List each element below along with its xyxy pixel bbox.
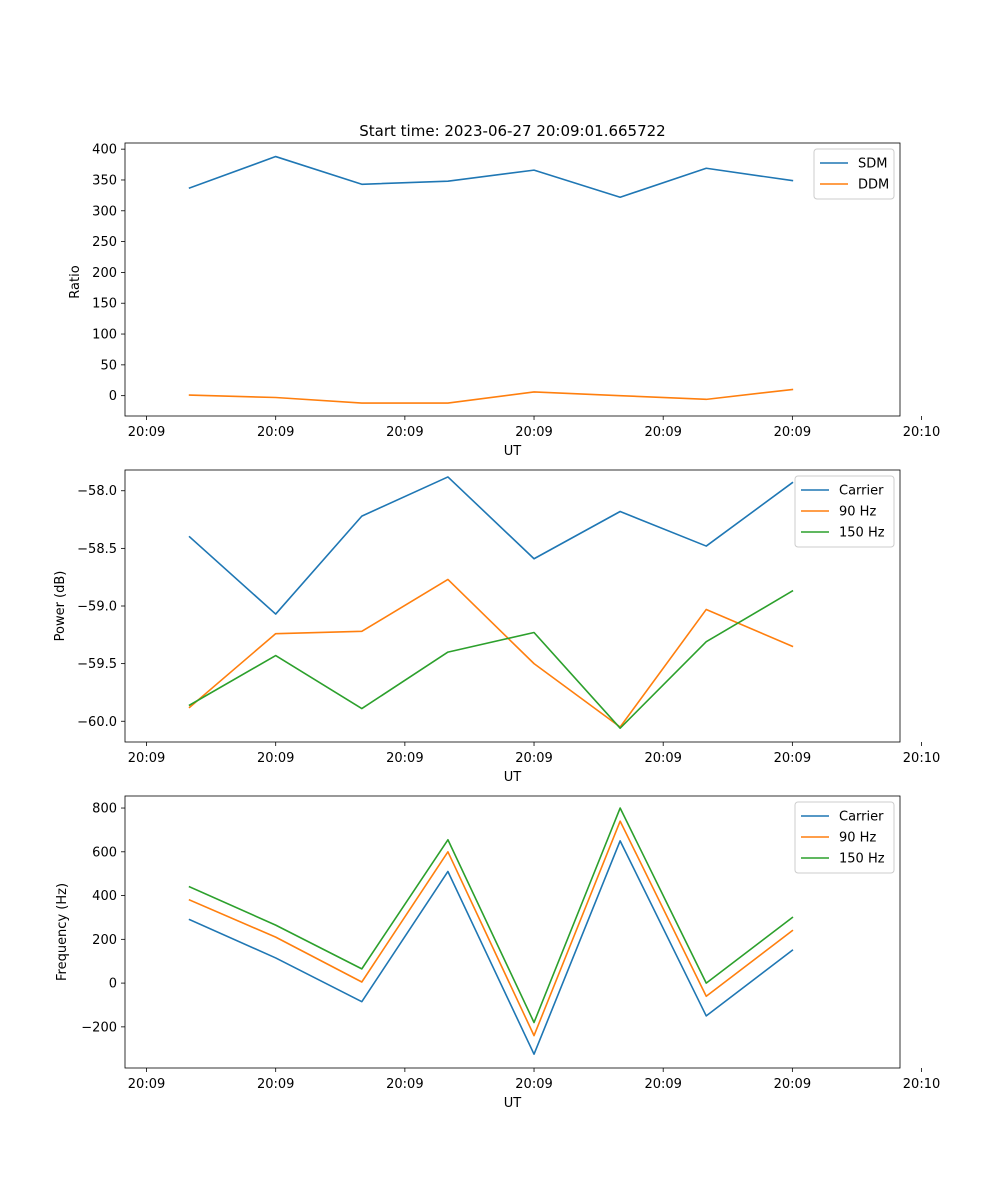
power-x-tick-label: 20:09 [774, 751, 811, 766]
frequency-legend: Carrier 90 Hz 150 Hz [794, 801, 895, 874]
power-y-tick-label: −58.5 [77, 542, 117, 557]
power-x-tick-label: 20:09 [644, 751, 681, 766]
power-y-tick-label: −59.0 [77, 600, 117, 615]
ratio-x-tick-label: 20:09 [386, 425, 423, 440]
ratio-series-sdm-line [188, 155, 794, 199]
power-legend: Carrier 90 Hz 150 Hz [794, 475, 895, 548]
ratio-legend: SDM DDM [813, 148, 895, 200]
power-x-tick-label: 20:09 [386, 751, 423, 766]
frequency-y-tick-label: 400 [92, 889, 117, 904]
power-x-tick-label: 20:09 [128, 751, 165, 766]
frequency-x-tick-label: 20:10 [903, 1077, 940, 1092]
frequency-x-tick-label: 20:09 [128, 1077, 165, 1092]
power-panel: UT Power (dB) 20:09 20:09 20:09 20:09 20:09 2… [53, 469, 940, 785]
ratio-x-tick-label: 20:09 [257, 425, 294, 440]
ratio-x-tick-label: 20:09 [515, 425, 552, 440]
power-legend-label-carrier: Carrier [839, 484, 884, 499]
frequency-y-tick-label: 800 [92, 802, 117, 817]
ratio-legend-box [813, 148, 895, 200]
ratio-y-tick-label: 300 [92, 204, 117, 219]
frequency-series-90-hz-line [188, 820, 794, 1037]
power-x-tick-label: 20:10 [903, 751, 940, 766]
ratio-panel-ylabel: Ratio [68, 265, 83, 298]
ratio-x-tick-label: 20:10 [903, 425, 940, 440]
frequency-panel-xlabel: UT [504, 1096, 522, 1111]
frequency-legend-label-90-hz: 90 Hz [839, 831, 876, 846]
power-panel-xlabel: UT [504, 770, 522, 785]
frequency-y-tick-label: 600 [92, 845, 117, 860]
power-series-carrier-line [188, 476, 794, 615]
power-y-tick-label: −59.5 [77, 657, 117, 672]
frequency-x-tick-label: 20:09 [386, 1077, 423, 1092]
ratio-y-tick-label: 0 [109, 389, 117, 404]
power-series-90-hz-line [188, 578, 794, 728]
power-series-150-hz-line [188, 589, 794, 729]
ratio-x-tick-label: 20:09 [128, 425, 165, 440]
power-y-tick-label: −58.0 [77, 484, 117, 499]
frequency-panel-ylabel: Frequency (Hz) [55, 883, 70, 981]
frequency-x-tick-label: 20:09 [774, 1077, 811, 1092]
ratio-x-tick-label: 20:09 [644, 425, 681, 440]
ratio-y-tick-label: 150 [92, 297, 117, 312]
frequency-axes-frame [124, 795, 901, 1069]
power-legend-box [794, 475, 895, 548]
frequency-x-tick-label: 20:09 [644, 1077, 681, 1092]
ratio-panel: UT Ratio 20:09 20:09 20:09 20:09 20:09 20:09 2… [68, 142, 940, 459]
power-x-tick-label: 20:09 [257, 751, 294, 766]
ratio-y-tick-label: 400 [92, 143, 117, 158]
frequency-y-tick-label: −200 [81, 1020, 117, 1035]
ratio-y-tick-label: 50 [100, 358, 117, 373]
frequency-series-150-hz-line [188, 807, 794, 1024]
ratio-y-tick-label: 200 [92, 266, 117, 281]
ratio-legend-label-ddm: DDM [858, 178, 889, 193]
frequency-x-tick-label: 20:09 [515, 1077, 552, 1092]
power-y-tick-label: −60.0 [77, 715, 117, 730]
power-legend-label-150-hz: 150 Hz [839, 526, 885, 541]
power-legend-label-90-hz: 90 Hz [839, 505, 876, 520]
frequency-legend-label-150-hz: 150 Hz [839, 852, 885, 867]
ratio-y-tick-label: 350 [92, 173, 117, 188]
power-x-tick-label: 20:09 [515, 751, 552, 766]
ratio-panel-xlabel: UT [504, 444, 522, 459]
frequency-y-tick-label: 0 [109, 977, 117, 992]
power-axes-frame [124, 469, 901, 743]
ratio-legend-label-sdm: SDM [858, 157, 887, 172]
frequency-series-carrier-line [188, 840, 794, 1056]
ratio-x-tick-label: 20:09 [774, 425, 811, 440]
chart-title: Start time: 2023-06-27 20:09:01.665722 [359, 122, 665, 140]
ratio-y-tick-label: 100 [92, 328, 117, 343]
frequency-y-tick-label: 200 [92, 933, 117, 948]
frequency-x-tick-label: 20:09 [257, 1077, 294, 1092]
power-panel-ylabel: Power (dB) [53, 571, 68, 642]
frequency-legend-label-carrier: Carrier [839, 810, 884, 825]
frequency-panel: UT Frequency (Hz) 20:09 20:09 20:09 20:09 20… [55, 795, 940, 1111]
ratio-axes-frame [124, 142, 901, 417]
ratio-series-ddm-line [188, 388, 794, 404]
frequency-legend-box [794, 801, 895, 874]
ratio-y-tick-label: 250 [92, 235, 117, 250]
